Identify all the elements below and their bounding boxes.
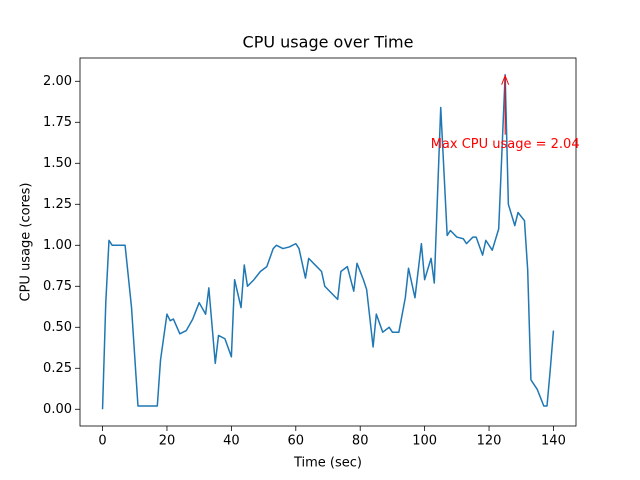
- y-axis-label: CPU usage (cores): [19, 183, 34, 302]
- y-tick-label: 0.50: [43, 320, 72, 335]
- x-tick-label: 20: [159, 434, 176, 449]
- chart-title: CPU usage over Time: [243, 33, 414, 52]
- annotation-text: Max CPU usage = 2.04: [431, 137, 580, 152]
- x-tick-label: 0: [98, 434, 106, 449]
- y-tick-label: 1.00: [43, 238, 72, 253]
- x-tick-label: 120: [477, 434, 502, 449]
- x-tick-label: 80: [352, 434, 369, 449]
- x-axis-label: Time (sec): [293, 456, 362, 471]
- y-tick-label: 0.25: [43, 361, 72, 376]
- data-line: [101, 73, 555, 410]
- annotation-arrowhead: [501, 74, 510, 85]
- plot-frame: [79, 57, 577, 427]
- x-tick-label: 100: [412, 434, 437, 449]
- y-tick-label: 1.25: [43, 197, 72, 212]
- x-tick-label: 140: [541, 434, 566, 449]
- y-tick-label: 1.50: [43, 156, 72, 171]
- y-tick-label: 1.75: [43, 115, 72, 130]
- x-tick-label: 40: [223, 434, 240, 449]
- y-tick-label: 0.00: [43, 402, 72, 417]
- y-tick-label: 0.75: [43, 279, 72, 294]
- y-tick-label: 2.00: [43, 74, 72, 89]
- x-tick-label: 60: [288, 434, 305, 449]
